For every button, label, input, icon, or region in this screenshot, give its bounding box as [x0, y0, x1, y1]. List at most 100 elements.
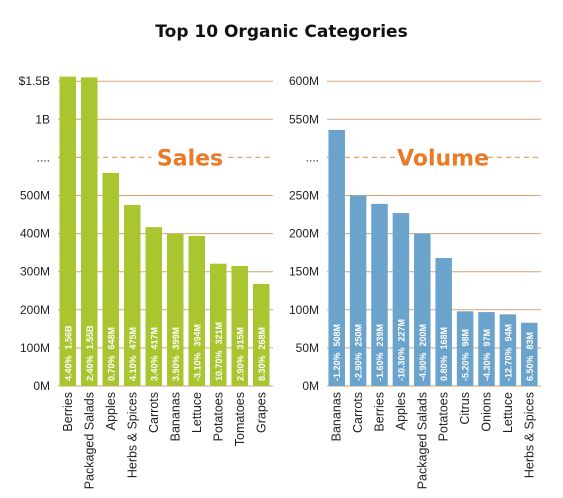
x-tick-label: Herbs & Spices: [125, 392, 139, 478]
value-label: 94M: [503, 324, 513, 342]
value-label: 268M: [257, 327, 267, 350]
bar-sales: [145, 227, 162, 386]
y-tick-label: 250M: [289, 189, 319, 203]
x-tick-label: Herbs & Spices: [522, 392, 536, 478]
y-tick-label: 200M: [289, 227, 319, 241]
bar-sales: [81, 77, 98, 386]
x-tick-label: Berries: [61, 392, 75, 432]
data-label: 3.40% 417M: [149, 327, 159, 381]
data-label: -1.60% 239M: [375, 324, 385, 381]
chart-sales: 0M 100M 200M 300M 400M 500M.... 1B $1.5B Sales 4.…: [19, 74, 273, 489]
bar-volume: [499, 314, 517, 386]
bar-sales: [167, 233, 184, 386]
y-tick-label: 550M: [289, 112, 319, 126]
bar-sales: [102, 172, 119, 386]
x-tick-label: Citrus: [458, 392, 472, 425]
bar-volume: [521, 322, 538, 386]
change-label: 3.90%: [171, 355, 181, 381]
data-label: -3.10% 394M: [192, 324, 202, 381]
x-tick-label: Lettuce: [190, 392, 204, 433]
x-tick-label: Bananas: [168, 392, 182, 441]
data-label: -5.20% 98M: [461, 329, 471, 381]
value-label: 200M: [418, 324, 428, 347]
change-label: 2.40%: [85, 355, 95, 381]
data-label: 3.90% 399M: [171, 327, 181, 381]
value-label: 417M: [149, 327, 159, 350]
y-tick-label: 500M: [20, 189, 50, 203]
change-label: 8.30%: [257, 355, 267, 381]
bar-sales: [253, 283, 270, 386]
x-tick-label: Tomatoes: [233, 392, 247, 446]
change-label: 0.80%: [439, 355, 449, 381]
value-label: 1.55B: [85, 325, 95, 350]
data-label: 8.30% 268M: [257, 327, 267, 381]
change-label: -4.90%: [418, 352, 428, 381]
x-tick-label: Grapes: [254, 392, 268, 433]
y-tick-label: 150M: [289, 265, 319, 279]
bar-volume: [371, 203, 388, 386]
y-tick-label: 1B: [35, 112, 50, 126]
bar-volume: [349, 195, 367, 386]
y-tick-label: 600M: [289, 74, 319, 88]
value-label: 394M: [192, 324, 202, 347]
value-label: 648M: [106, 327, 116, 350]
change-label: -10.30%: [396, 347, 406, 381]
chart-volume: 0M 50M 100M 150M 200M 250M.... 550M 600M Volume -…: [289, 74, 541, 489]
value-label: 227M: [396, 319, 406, 342]
data-label: 4.10% 475M: [128, 327, 138, 381]
x-tick-label: Lettuce: [501, 392, 515, 433]
bar-sales: [231, 265, 248, 386]
panel-label-sales: Sales: [157, 146, 223, 171]
bar-volume: [478, 312, 495, 386]
value-label: 168M: [439, 327, 449, 350]
y-tick-label: 200M: [20, 303, 50, 317]
x-tick-label: Berries: [373, 392, 387, 432]
value-label: 97M: [482, 329, 492, 347]
change-label: 10.70%: [214, 350, 224, 381]
bar-sales: [210, 263, 227, 386]
bar-sales: [188, 235, 205, 386]
bar-sales: [124, 205, 141, 386]
x-tick-label: Carrots: [147, 392, 161, 433]
change-label: -4.30%: [482, 352, 492, 381]
change-label: -1.20%: [332, 352, 342, 381]
chart-title: Top 10 Organic Categories: [155, 22, 408, 42]
x-tick-label: Apples: [394, 392, 408, 430]
y-tick-label: 0M: [302, 379, 319, 393]
data-label: 4.40% 1.56B: [63, 325, 73, 381]
bar-volume: [392, 213, 410, 386]
change-label: 0.70%: [106, 355, 116, 381]
y-tick-label: ....: [37, 150, 50, 164]
data-label: -1.20% 508M: [332, 324, 342, 381]
value-label: 475M: [128, 327, 138, 350]
x-tick-label: Carrots: [351, 392, 365, 433]
data-label: 0.70% 648M: [106, 327, 116, 381]
x-tick-label: Potatoes: [211, 392, 225, 441]
value-label: 399M: [171, 327, 181, 350]
x-tick-label: Packaged Salads: [82, 392, 96, 489]
data-label: -12.70% 94M: [503, 324, 513, 381]
change-label: -1.60%: [375, 352, 385, 381]
x-tick-label: Potatoes: [437, 392, 451, 441]
y-tick-label: 400M: [20, 227, 50, 241]
bar-volume: [414, 233, 431, 386]
y-tick-label: 300M: [20, 265, 50, 279]
bar-volume: [328, 129, 345, 386]
bar-volume: [435, 257, 452, 386]
data-label: 10.70% 321M: [214, 322, 224, 381]
change-label: 3.40%: [149, 355, 159, 381]
x-tick-label: Packaged Salads: [415, 392, 429, 489]
change-label: -12.70%: [503, 347, 513, 381]
data-label: 0.80% 168M: [439, 327, 449, 381]
value-label: 83M: [525, 332, 535, 350]
y-tick-label: 100M: [20, 341, 50, 355]
x-tick-label: Bananas: [330, 392, 344, 441]
change-label: 4.10%: [128, 355, 138, 381]
value-label: 250M: [354, 324, 364, 347]
y-tick-label: $1.5B: [19, 74, 50, 88]
data-label: -4.30% 97M: [482, 329, 492, 381]
change-label: -3.10%: [192, 352, 202, 381]
x-tick-label: Onions: [480, 392, 494, 432]
data-label: 6.50% 83M: [525, 332, 535, 381]
